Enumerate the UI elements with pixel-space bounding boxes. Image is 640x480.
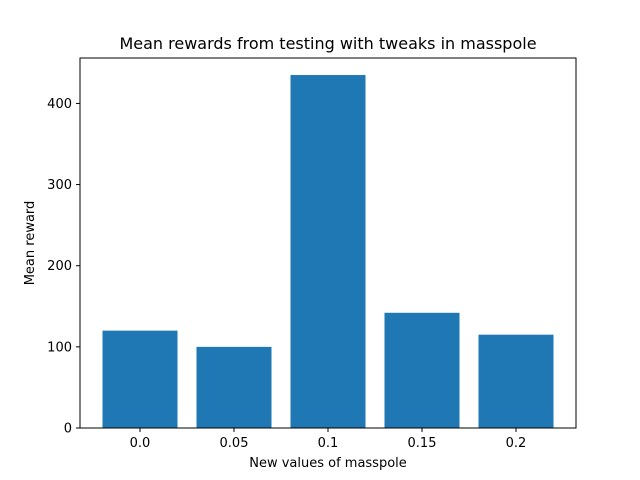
y-tick-label: 0 xyxy=(64,422,72,437)
x-tick-label: 0.1 xyxy=(318,436,339,451)
bar-0-0 xyxy=(102,330,178,428)
x-tick-label: 0.05 xyxy=(220,436,249,451)
plot-area-frame xyxy=(79,57,577,429)
bars-layer xyxy=(102,75,554,428)
y-tick-label: 400 xyxy=(47,97,72,112)
x-tick-label: 0.2 xyxy=(506,436,527,451)
bar-0-2 xyxy=(478,334,554,428)
bar-0-05 xyxy=(196,346,272,428)
bar-0-15 xyxy=(384,312,460,428)
y-tick-label: 100 xyxy=(47,340,72,355)
chart-title: Mean rewards from testing with tweaks in… xyxy=(119,34,536,53)
x-tick-label: 0.0 xyxy=(130,436,151,451)
x-tick-label: 0.15 xyxy=(408,436,437,451)
x-axis-label: New values of masspole xyxy=(249,456,407,471)
ticks-layer: 0.0 0.05 0.1 0.15 0.2 0 100 200 300 400 xyxy=(47,97,526,451)
y-axis-label: Mean reward xyxy=(23,201,38,286)
y-tick-label: 300 xyxy=(47,178,72,193)
bar-0-1 xyxy=(290,75,366,428)
y-tick-label: 200 xyxy=(47,259,72,274)
